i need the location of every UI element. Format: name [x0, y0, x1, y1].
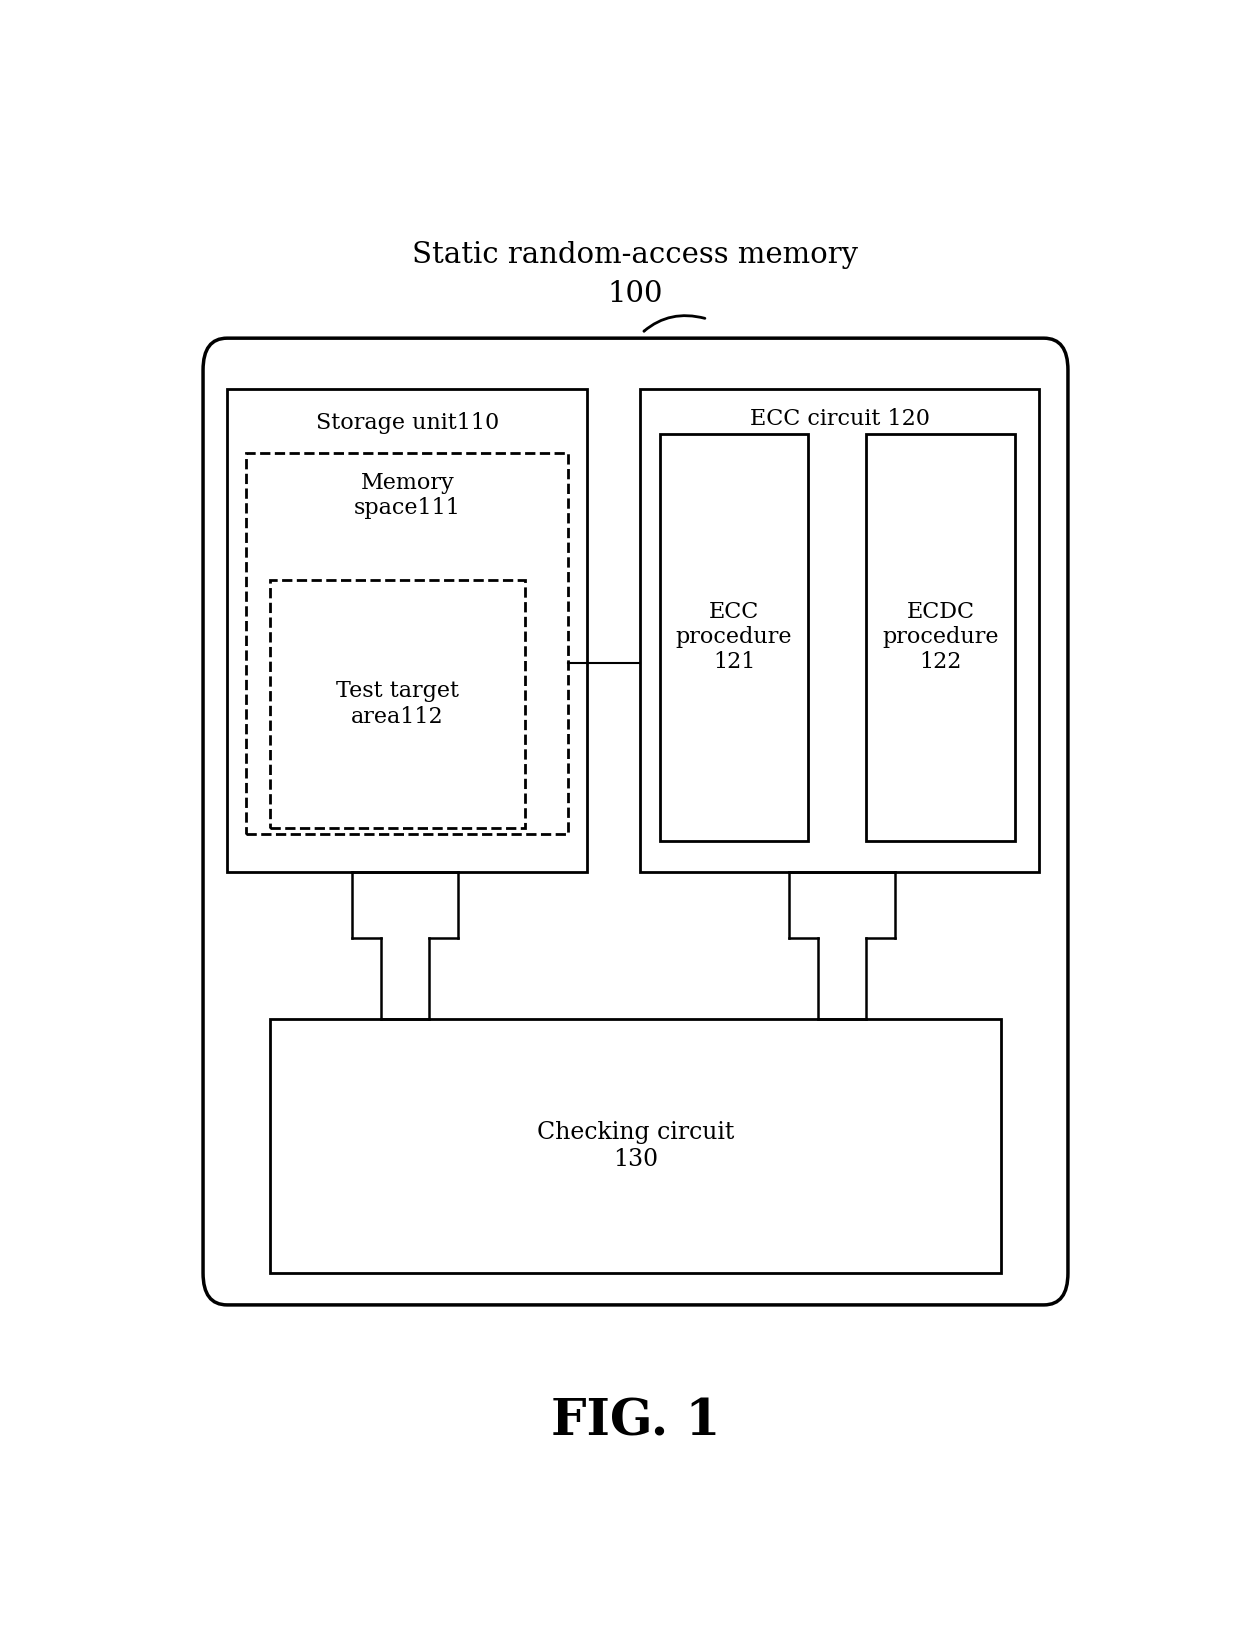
- FancyArrowPatch shape: [644, 316, 704, 330]
- Bar: [640, 390, 1039, 872]
- Text: Storage unit110: Storage unit110: [316, 411, 498, 434]
- Bar: [270, 580, 525, 828]
- FancyBboxPatch shape: [203, 339, 1068, 1305]
- Bar: [866, 433, 1016, 841]
- Text: ECC
procedure
121: ECC procedure 121: [676, 601, 792, 674]
- Text: 100: 100: [608, 279, 663, 307]
- Bar: [270, 1019, 1001, 1274]
- Bar: [227, 390, 588, 872]
- Text: Memory
space111: Memory space111: [353, 472, 461, 519]
- Text: Test target
area112: Test target area112: [336, 681, 459, 727]
- Text: ECDC
procedure
122: ECDC procedure 122: [883, 601, 999, 674]
- Text: Static random-access memory: Static random-access memory: [413, 241, 858, 269]
- Bar: [660, 433, 808, 841]
- Bar: [247, 453, 568, 834]
- Text: ECC circuit 120: ECC circuit 120: [750, 408, 930, 430]
- Text: FIG. 1: FIG. 1: [551, 1398, 720, 1447]
- Text: Checking circuit
130: Checking circuit 130: [537, 1122, 734, 1171]
